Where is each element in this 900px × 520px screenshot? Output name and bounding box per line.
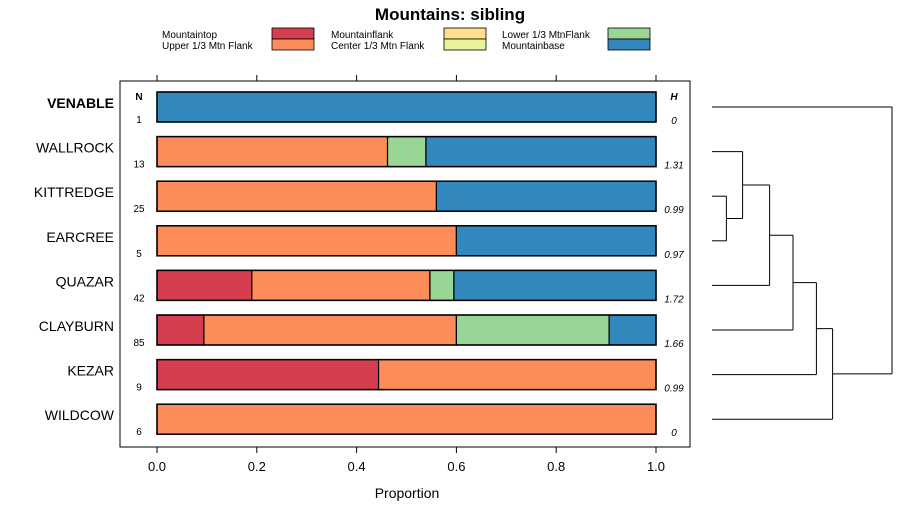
h-header: H <box>670 92 678 103</box>
bar-outline-kezar <box>156 358 657 391</box>
row-h-earcree: 0.97 <box>664 250 684 261</box>
row-label-wildcow: WILDCOW <box>45 407 115 423</box>
row-h-wildcow: 0 <box>671 428 677 439</box>
bar-segment-quazar-mountainbase <box>453 269 657 301</box>
bar-segment-earcree-upper-1-3-mtn-flank <box>156 225 457 257</box>
bar-outline-wallrock <box>156 135 657 168</box>
row-h-kezar: 0.99 <box>664 384 684 395</box>
legend-swatch-mountainbase <box>607 38 651 51</box>
row-h-kittredge: 0.99 <box>664 205 684 216</box>
bar-segment-kezar-upper-1-3-mtn-flank <box>377 359 657 391</box>
bar-outline-earcree <box>156 225 657 257</box>
x-tick-label: 1.0 <box>647 459 665 474</box>
bar-outline-clayburn <box>156 314 657 346</box>
row-h-wallrock: 1.31 <box>664 161 683 172</box>
row-label-venable: VENABLE <box>47 95 114 111</box>
bar-segment-earcree-mountainbase <box>455 225 657 257</box>
row-n-kittredge: 25 <box>133 204 145 215</box>
x-axis: 0.0 0.2 0.4 0.6 0.8 1.0 <box>148 75 665 474</box>
row-n-venable: 1 <box>136 115 142 126</box>
row-h-venable: 0 <box>671 116 677 127</box>
row-label-earcree: EARCREE <box>46 229 114 245</box>
x-tick-label: 0.0 <box>148 459 166 474</box>
x-axis-title: Proportion <box>375 485 440 501</box>
bar-segment-clayburn-mountaintop <box>156 314 205 346</box>
bars <box>156 91 657 435</box>
row-h-quazar: 1.72 <box>664 294 684 305</box>
legend-label-lower-1-3-mtnflank: Lower 1/3 MtnFlank <box>502 30 591 41</box>
legend-label-mountainbase: Mountainbase <box>502 41 565 52</box>
bar-segment-clayburn-upper-1-3-mtn-flank <box>203 314 458 346</box>
bar-segment-kezar-mountaintop <box>156 359 380 391</box>
bar-segment-kittredge-mountainbase <box>435 180 657 212</box>
bar-segment-wildcow-upper-1-3-mtn-flank <box>156 403 657 435</box>
bar-segment-quazar-mountaintop <box>156 269 253 301</box>
legend-label-mountainflank: Mountainflank <box>331 30 394 41</box>
chart-title: Mountains: sibling <box>375 5 525 24</box>
bar-outline-kittredge <box>156 180 657 212</box>
bar-segment-quazar-lower-1-3-mtnflank <box>429 269 455 301</box>
dendrogram <box>712 106 893 420</box>
row-n-wildcow: 6 <box>136 427 142 438</box>
bar-segment-wallrock-upper-1-3-mtn-flank <box>156 136 389 168</box>
bar-segment-clayburn-lower-1-3-mtnflank <box>455 314 610 346</box>
bar-segment-venable-mountainbase <box>156 91 657 123</box>
row-n-clayburn: 85 <box>133 338 145 349</box>
legend-swatch-lower-1-3-mtnflank <box>607 27 651 40</box>
bar-segment-quazar-upper-1-3-mtn-flank <box>251 269 431 301</box>
legend-label-upper-1-3-mtn-flank: Upper 1/3 Mtn Flank <box>162 41 254 52</box>
row-n-kezar: 9 <box>136 383 142 394</box>
row-label-kittredge: KITTREDGE <box>34 184 114 200</box>
x-tick-label: 0.8 <box>547 459 565 474</box>
bar-outline-wildcow <box>156 403 657 435</box>
bar-outline-quazar <box>156 269 657 302</box>
n-header: N <box>135 92 142 103</box>
row-label-quazar: QUAZAR <box>56 273 114 289</box>
bar-segment-wallrock-lower-1-3-mtnflank <box>386 136 427 168</box>
row-n-earcree: 5 <box>136 249 142 260</box>
row-label-wallrock: WALLROCK <box>36 140 115 156</box>
row-label-clayburn: CLAYBURN <box>39 318 114 334</box>
row-n-quazar: 42 <box>133 293 145 304</box>
legend-swatch-center-1-3-mtn-flank <box>443 38 487 51</box>
row-n-wallrock: 13 <box>133 160 145 171</box>
plot-frame <box>119 80 691 448</box>
legend-label-center-1-3-mtn-flank: Center 1/3 Mtn Flank <box>331 41 425 52</box>
bar-segment-wallrock-mountainbase <box>425 136 657 168</box>
legend-swatch-upper-1-3-mtn-flank <box>271 38 315 51</box>
legend-label-mountaintop: Mountaintop <box>162 30 217 41</box>
bar-segment-clayburn-mountainbase <box>608 314 657 346</box>
row-labels: VENABLE 1 0 WALLROCK 13 1.31 KITTREDGE 25 0.99 EA… <box>34 95 684 439</box>
row-h-clayburn: 1.66 <box>664 339 684 350</box>
x-tick-label: 0.6 <box>447 459 465 474</box>
bar-outline-venable <box>156 91 657 123</box>
legend-swatch-mountaintop <box>271 27 315 40</box>
title-layer: Mountains: sibling <box>375 5 525 24</box>
bar-segment-kittredge-upper-1-3-mtn-flank <box>156 180 438 212</box>
legend-swatch-mountainflank <box>443 27 487 40</box>
x-tick-label: 0.2 <box>248 459 266 474</box>
row-label-kezar: KEZAR <box>67 363 114 379</box>
x-tick-label: 0.4 <box>348 459 366 474</box>
